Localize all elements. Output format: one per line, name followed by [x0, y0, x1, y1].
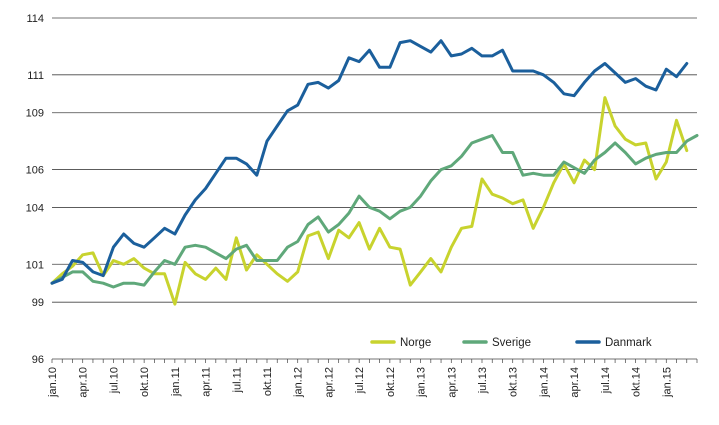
y-tick-label: 109	[26, 108, 44, 120]
y-tick-label: 99	[32, 297, 44, 309]
x-tick-label: jan.13	[416, 367, 428, 398]
x-tick-label: apr.14	[569, 367, 581, 398]
x-tick-label: jul.12	[354, 367, 366, 394]
x-tick-label: jan.14	[538, 367, 550, 398]
y-tick-label: 114	[26, 13, 44, 25]
x-tick-label: jul.14	[600, 367, 612, 394]
y-axis-tick-labels: 96 99 101 104 106 109 111 114	[26, 13, 44, 366]
series-lines	[50, 39, 699, 306]
y-tick-label: 104	[26, 202, 44, 214]
x-tick-label: apr.10	[78, 367, 90, 398]
x-tick-label: apr.13	[446, 367, 458, 398]
x-tick-label: apr.11	[201, 367, 213, 397]
x-tick-label: apr.12	[323, 367, 335, 398]
x-tick-label: jan.11	[170, 367, 182, 397]
y-tick-label: 101	[26, 259, 44, 271]
x-tick-label: jul.10	[108, 367, 120, 394]
x-tick-label: okt.10	[139, 367, 151, 397]
y-tick-label: 106	[26, 165, 44, 177]
x-tick-label: jul.11	[231, 367, 243, 393]
series-line-norge	[50, 96, 689, 306]
x-tick-label: jan.15	[661, 367, 673, 398]
x-tick-label: okt.14	[631, 367, 643, 397]
y-tick-label: 96	[32, 354, 44, 366]
legend-label-sverige: Sverige	[492, 337, 531, 349]
legend-label-danmark: Danmark	[605, 337, 652, 349]
y-tick-label: 111	[27, 70, 44, 82]
legend: Norge Sverige Danmark	[370, 337, 652, 349]
gridlines	[52, 17, 697, 360]
x-tick-label: jul.13	[477, 367, 489, 394]
x-tick-label: jan.10	[47, 367, 59, 398]
series-line-sverige	[50, 134, 699, 289]
x-tick-label: okt.11	[262, 367, 274, 396]
x-axis: jan.10 apr.10 jul.10 okt.10 jan.11 apr.11 jul.…	[47, 359, 698, 398]
x-tick-label: okt.12	[385, 367, 397, 397]
x-tick-label: jan.12	[293, 367, 305, 398]
x-tick-label: okt.13	[508, 367, 520, 397]
series-line-danmark	[50, 39, 689, 285]
legend-label-norge: Norge	[400, 337, 431, 349]
